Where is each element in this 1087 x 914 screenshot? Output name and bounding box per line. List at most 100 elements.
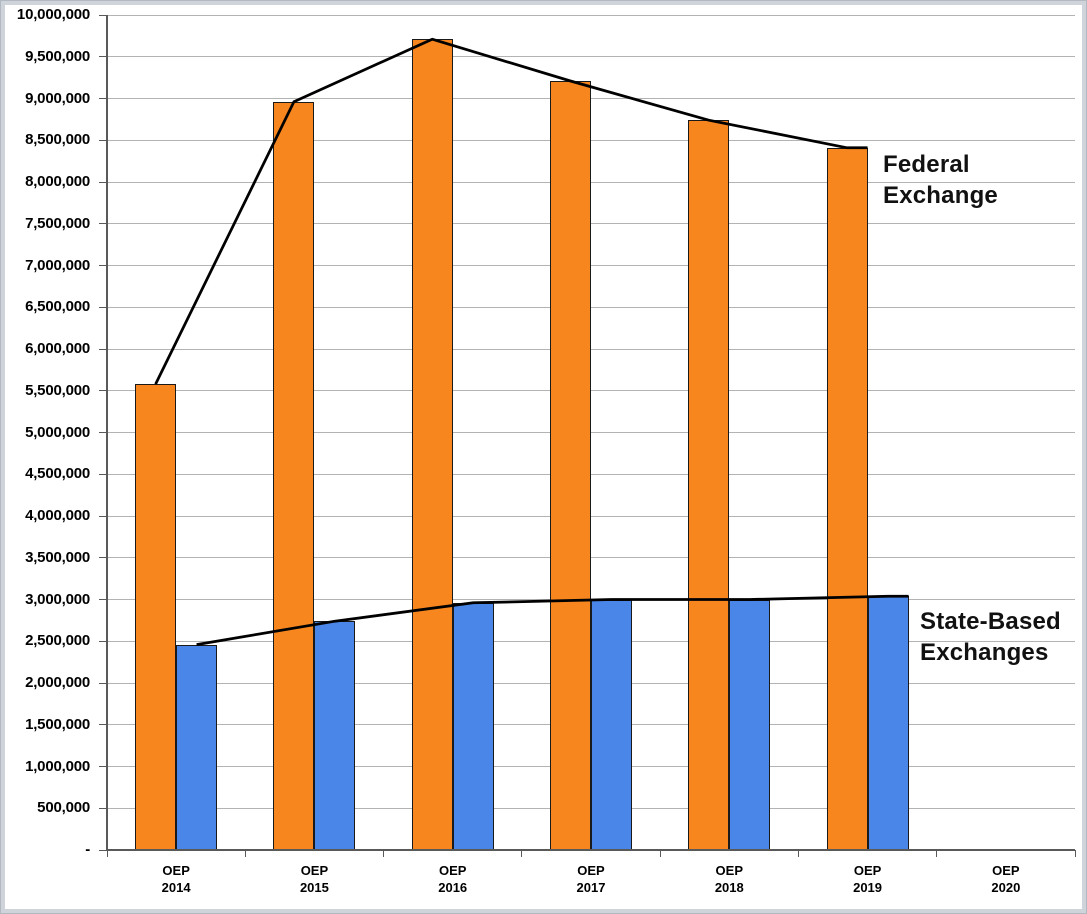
- state-bar-oep-2016: [452, 602, 494, 850]
- x-label-line2: 2020: [991, 880, 1021, 895]
- gridline: [107, 557, 1075, 559]
- gridline: [107, 223, 1075, 225]
- x-axis-label-2015: OEP 2015: [245, 862, 383, 896]
- y-axis-label: 8,500,000: [25, 131, 90, 149]
- x-axis-tick: [244, 850, 246, 857]
- federal-bar-oep-2016: [411, 39, 453, 850]
- y-axis-tick: [99, 724, 107, 726]
- state-bar-oep-2017: [591, 599, 632, 850]
- y-axis-label: -: [85, 841, 90, 858]
- y-axis-line: [106, 15, 108, 850]
- y-axis-tick: [99, 557, 107, 559]
- federal-bar-oep-2015: [273, 101, 315, 850]
- y-axis-tick: [99, 766, 107, 767]
- y-axis-tick: [99, 56, 107, 58]
- x-axis-label-2014: OEP 2014: [107, 862, 245, 896]
- gridline: [107, 98, 1075, 99]
- y-axis-label: 9,500,000: [25, 47, 90, 65]
- gridline: [107, 14, 1075, 16]
- x-label-line1: OEP: [992, 863, 1020, 878]
- gridline: [107, 306, 1075, 308]
- y-axis-tick: [99, 599, 107, 600]
- y-axis-label: 5,500,000: [25, 381, 90, 399]
- x-label-line1: OEP: [438, 863, 467, 878]
- x-axis-tick: [659, 850, 661, 857]
- state-based-exchanges-series-label: State-Based Exchanges: [920, 606, 1061, 668]
- federal-trend-line: [154, 37, 868, 385]
- y-axis-label: 7,000,000: [25, 256, 90, 274]
- x-label-line1: OEP: [853, 863, 882, 878]
- y-axis-label: 1,500,000: [25, 715, 90, 733]
- state-based-exchanges-series-label-line2: Exchanges: [920, 639, 1049, 666]
- x-label-line2: 2016: [438, 880, 468, 895]
- y-axis-tick: [99, 139, 107, 141]
- federal-bar-oep-2018: [688, 120, 730, 850]
- federal-bar-oep-2014: [135, 384, 177, 850]
- x-label-line2: 2017: [576, 880, 606, 895]
- x-label-line2: 2014: [161, 880, 191, 895]
- gridline: [107, 515, 1075, 517]
- y-axis-label: 9,000,000: [25, 89, 90, 107]
- state-based-exchanges-series-label-line1: State-Based: [920, 608, 1061, 635]
- x-axis-label-2020: OEP 2020: [937, 862, 1075, 896]
- y-axis-tick: [99, 640, 107, 642]
- x-axis-label-2017: OEP 2017: [522, 862, 660, 896]
- x-axis-tick: [383, 850, 385, 857]
- gridline: [107, 348, 1075, 350]
- gridline: [107, 181, 1075, 183]
- x-label-line2: 2018: [714, 880, 744, 895]
- y-axis-label: 4,500,000: [25, 465, 90, 483]
- x-label-line1: OEP: [162, 863, 190, 878]
- x-axis-tick: [1074, 850, 1076, 857]
- federal-exchange-series-label-line1: Federal: [883, 151, 970, 178]
- y-axis-tick: [99, 432, 107, 433]
- state-bar-oep-2014: [176, 644, 218, 850]
- y-axis-label: 2,500,000: [25, 632, 90, 650]
- y-axis-label: 4,000,000: [25, 507, 90, 524]
- y-axis-tick: [99, 682, 107, 684]
- y-axis-tick: [99, 98, 107, 99]
- gridline: [107, 265, 1075, 266]
- federal-exchange-series-label: Federal Exchange: [883, 149, 998, 211]
- state-bar-oep-2018: [729, 599, 771, 850]
- x-axis-tick: [936, 850, 938, 857]
- y-axis-tick: [99, 306, 107, 308]
- x-axis-tick: [106, 850, 108, 857]
- y-axis-label: 5,000,000: [25, 423, 90, 441]
- gridline: [107, 139, 1075, 141]
- y-axis-tick: [99, 223, 107, 225]
- y-axis-label: 10,000,000: [16, 6, 90, 23]
- y-axis-tick: [99, 390, 107, 392]
- gridline: [107, 390, 1075, 392]
- gridline: [107, 432, 1075, 433]
- state-bar-oep-2015: [314, 621, 356, 850]
- y-axis-label: 500,000: [37, 799, 90, 817]
- gridline: [107, 56, 1075, 58]
- y-axis-label: 6,000,000: [25, 340, 90, 357]
- x-label-line2: 2015: [299, 880, 329, 895]
- gridline: [107, 473, 1075, 475]
- y-axis-label: 7,500,000: [25, 214, 90, 232]
- federal-bar-oep-2019: [826, 147, 868, 850]
- x-axis-label-2016: OEP 2016: [384, 862, 522, 896]
- y-axis-tick: [99, 265, 107, 266]
- x-axis-label-2019: OEP 2019: [798, 862, 936, 896]
- federal-exchange-series-label-line2: Exchange: [883, 182, 998, 209]
- y-axis-label: 3,500,000: [25, 548, 90, 566]
- y-axis-label: 2,000,000: [25, 674, 90, 691]
- x-label-line2: 2019: [853, 880, 883, 895]
- y-axis-tick: [99, 181, 107, 183]
- y-axis-tick: [99, 473, 107, 475]
- y-axis-tick: [99, 515, 107, 517]
- y-axis-tick: [99, 807, 107, 809]
- x-label-line1: OEP: [715, 863, 744, 878]
- y-axis-label: 3,000,000: [25, 590, 90, 608]
- x-axis-label-2018: OEP 2018: [660, 862, 798, 896]
- state-trend-line: [196, 594, 909, 646]
- y-axis-tick: [99, 14, 107, 16]
